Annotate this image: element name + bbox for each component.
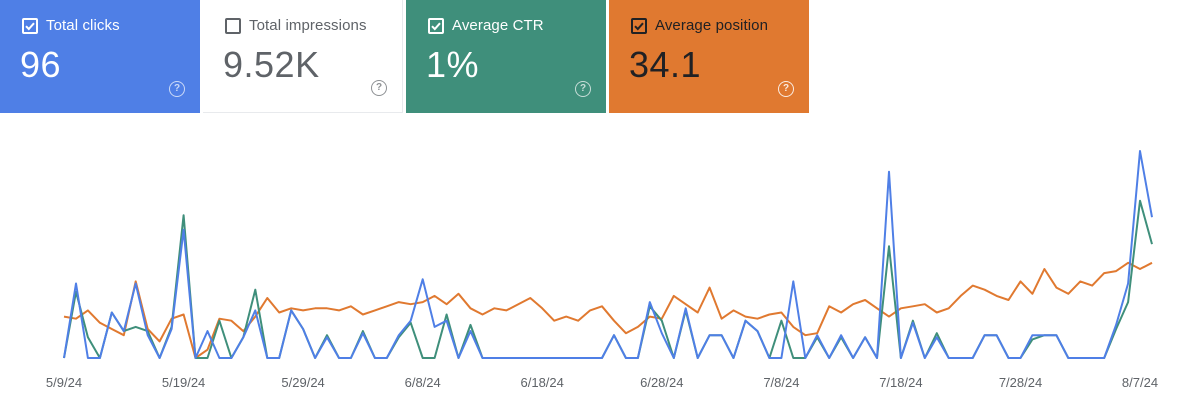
x-tick-label: 5/29/24 — [281, 375, 324, 390]
x-tick-label: 6/18/24 — [521, 375, 564, 390]
x-tick-label: 6/28/24 — [640, 375, 683, 390]
x-tick-label: 6/8/24 — [405, 375, 441, 390]
checkbox-checked-icon[interactable] — [631, 17, 647, 34]
x-tick-label: 7/8/24 — [763, 375, 799, 390]
card-label: Average CTR — [452, 17, 544, 34]
metric-card-total-clicks[interactable]: Total clicks 96 ? — [0, 0, 200, 113]
metric-cards: Total clicks 96 ? Total impressions 9.52… — [0, 0, 809, 113]
card-header: Total clicks — [22, 17, 120, 34]
checkbox-unchecked-icon[interactable] — [225, 17, 241, 34]
checkbox-checked-icon[interactable] — [428, 17, 444, 34]
x-tick-label: 5/19/24 — [162, 375, 205, 390]
card-header: Average position — [631, 17, 768, 34]
x-tick-label: 8/7/24 — [1122, 375, 1158, 390]
card-header: Average CTR — [428, 17, 544, 34]
series-total-clicks — [63, 150, 1153, 359]
performance-chart: 5/9/24 5/19/24 5/29/24 6/8/24 6/18/24 6/28/24… — [46, 150, 1158, 390]
checkbox-checked-icon[interactable] — [22, 17, 38, 34]
card-label: Average position — [655, 17, 769, 34]
x-tick-label: 5/9/24 — [46, 375, 82, 390]
metric-card-average-position[interactable]: Average position 34.1 ? — [609, 0, 809, 113]
card-label: Total clicks — [46, 17, 120, 34]
x-tick-label: 7/18/24 — [879, 375, 922, 390]
help-icon[interactable]: ? — [575, 81, 591, 97]
x-tick-label: 7/28/24 — [999, 375, 1042, 390]
card-value: 96 — [20, 44, 62, 85]
card-label: Total impressions — [249, 17, 367, 34]
card-value: 9.52K — [223, 44, 320, 85]
metric-card-total-impressions[interactable]: Total impressions 9.52K ? — [203, 0, 403, 113]
help-icon[interactable]: ? — [371, 80, 387, 96]
metric-card-average-ctr[interactable]: Average CTR 1% ? — [406, 0, 606, 113]
card-value: 34.1 — [629, 44, 702, 85]
help-icon[interactable]: ? — [169, 81, 185, 97]
series-line — [63, 150, 1153, 359]
help-icon[interactable]: ? — [778, 81, 794, 97]
card-header: Total impressions — [225, 17, 367, 34]
card-value: 1% — [426, 44, 480, 85]
